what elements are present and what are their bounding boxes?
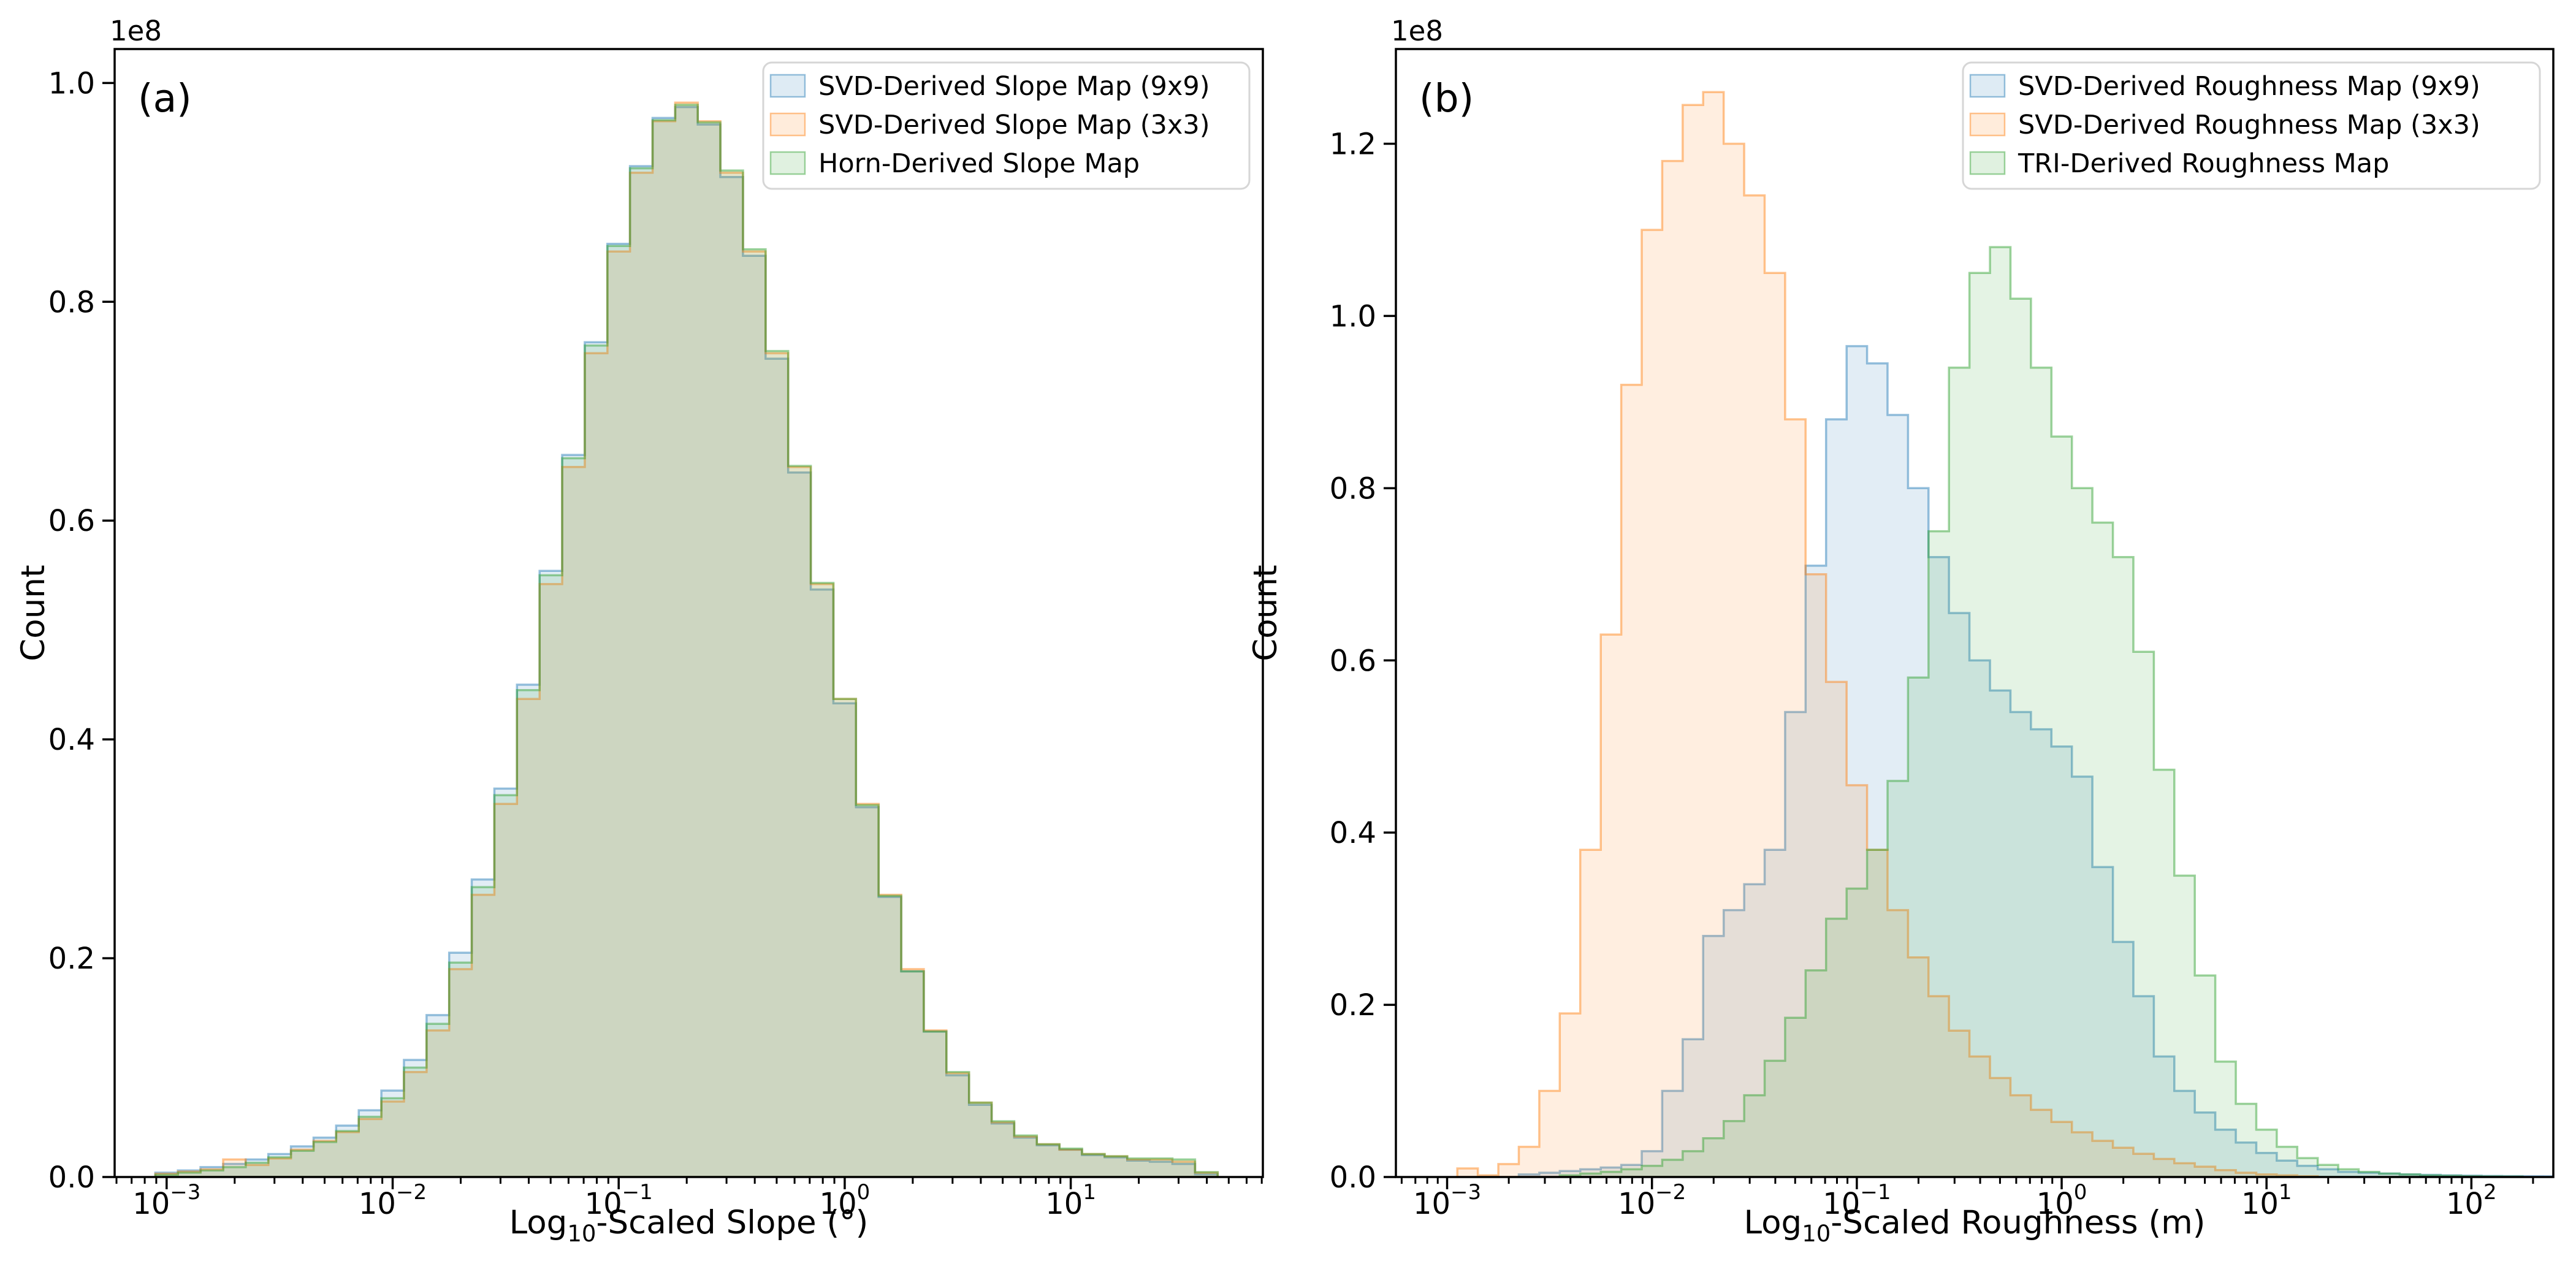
axes-box-a (113, 48, 1264, 1178)
legend-box (1962, 61, 2541, 190)
y-axis-title: Count (1247, 565, 1284, 661)
y-tick-label: 0.4 (1330, 816, 1376, 850)
histogram-svd-derived-slope-map-3x3 (154, 101, 1219, 1177)
y-tick-label: 0.4 (48, 723, 95, 757)
x-axis-title: Log10-Scaled Roughness (m) (1744, 1204, 2206, 1247)
legend-swatch-horn-derived-slope-map (769, 151, 806, 175)
legend-swatch-svd-derived-slope-map-3x3 (769, 112, 806, 137)
y-tick-label: 0.0 (48, 1160, 95, 1195)
x-tick-label: 10−1 (1823, 1180, 1891, 1221)
legend-swatch-svd-derived-roughness-map-3x3 (1969, 112, 2006, 137)
histogram-svd-derived-roughness-map-9x9 (1517, 345, 2553, 1177)
legend-label: SVD-Derived Roughness Map (3x3) (2018, 110, 2480, 140)
x-axis-b: 10−3 10−2 10−1 100 101 102 (1400, 1177, 2534, 1221)
axes-box-b (1395, 48, 2555, 1178)
legend-label: TRI-Derived Roughness Map (2018, 148, 2389, 179)
legend-swatch-tri-derived-roughness-map (1969, 151, 2006, 175)
y-tick-label: 1.0 (48, 66, 95, 101)
y-tick-label: 0.2 (1330, 988, 1376, 1023)
y-axis-offset-text: 1e8 (1391, 15, 1443, 47)
panel-a: 10−3 10−2 10−1 100 101 0.0 0.2 0.4 0.6 0.8 1.0 1e8 (… (15, 15, 1264, 1247)
y-tick-label: 0.2 (48, 942, 95, 976)
x-tick-label: 101 (2241, 1180, 2292, 1221)
legend-label: SVD-Derived Slope Map (3x3) (818, 110, 1210, 140)
x-tick-label: 10−3 (132, 1180, 200, 1221)
x-tick-label: 10−2 (359, 1180, 427, 1221)
y-axis-a: 0.0 0.2 0.4 0.6 0.8 1.0 (48, 66, 115, 1195)
histogram-layer-b (1456, 91, 2553, 1177)
y-tick-label: 0.0 (1330, 1160, 1376, 1195)
panel-b: 10−3 10−2 10−1 100 101 102 0.0 0.2 0.4 0.6 0.8 1.0 1… (1247, 15, 2555, 1247)
x-tick-label: 10−2 (1618, 1180, 1686, 1221)
legend-label: SVD-Derived Slope Map (9x9) (818, 71, 1210, 102)
histogram-svd-derived-roughness-map-3x3 (1456, 91, 2319, 1177)
legend-box (762, 61, 1251, 190)
histogram-tri-derived-roughness-map (1558, 246, 2524, 1177)
legend-swatch-svd-derived-roughness-map-9x9 (1969, 74, 2006, 98)
panel-label-b: (b) (1419, 76, 1474, 121)
panel-label-a: (a) (138, 76, 192, 121)
x-axis-a: 10−3 10−2 10−1 100 101 (115, 1177, 1263, 1221)
legend-label: Horn-Derived Slope Map (818, 148, 1140, 179)
x-tick-label: 102 (2446, 1180, 2497, 1221)
y-tick-label: 0.8 (1330, 471, 1376, 506)
x-tick-label: 101 (1045, 1180, 1096, 1221)
y-axis-offset-text: 1e8 (110, 15, 162, 47)
x-tick-label: 10−3 (1413, 1180, 1481, 1221)
histogram-svd-derived-slope-map-9x9 (154, 105, 1219, 1177)
y-axis-b: 0.0 0.2 0.4 0.6 0.8 1.0 1.2 (1330, 128, 1396, 1195)
histogram-horn-derived-slope-map (154, 104, 1219, 1177)
histogram-layer-a (154, 101, 1219, 1177)
y-tick-label: 1.2 (1330, 128, 1376, 162)
x-tick-label: 100 (2037, 1180, 2087, 1221)
x-axis-title: Log10-Scaled Slope (°) (509, 1204, 869, 1247)
y-axis-title: Count (15, 565, 52, 661)
y-tick-label: 0.6 (48, 504, 95, 538)
y-tick-label: 0.6 (1330, 644, 1376, 678)
legend-b: SVD-Derived Roughness Map (9x9) SVD-Deriv… (1962, 61, 2541, 190)
legend-label: SVD-Derived Roughness Map (9x9) (2018, 71, 2480, 102)
x-tick-label: 10−1 (585, 1180, 653, 1221)
legend-swatch-svd-derived-slope-map-9x9 (769, 74, 806, 98)
legend-a: SVD-Derived Slope Map (9x9) SVD-Derived S… (762, 61, 1251, 190)
x-tick-label: 100 (820, 1180, 871, 1221)
y-tick-label: 0.8 (48, 285, 95, 319)
y-tick-label: 1.0 (1330, 299, 1376, 333)
